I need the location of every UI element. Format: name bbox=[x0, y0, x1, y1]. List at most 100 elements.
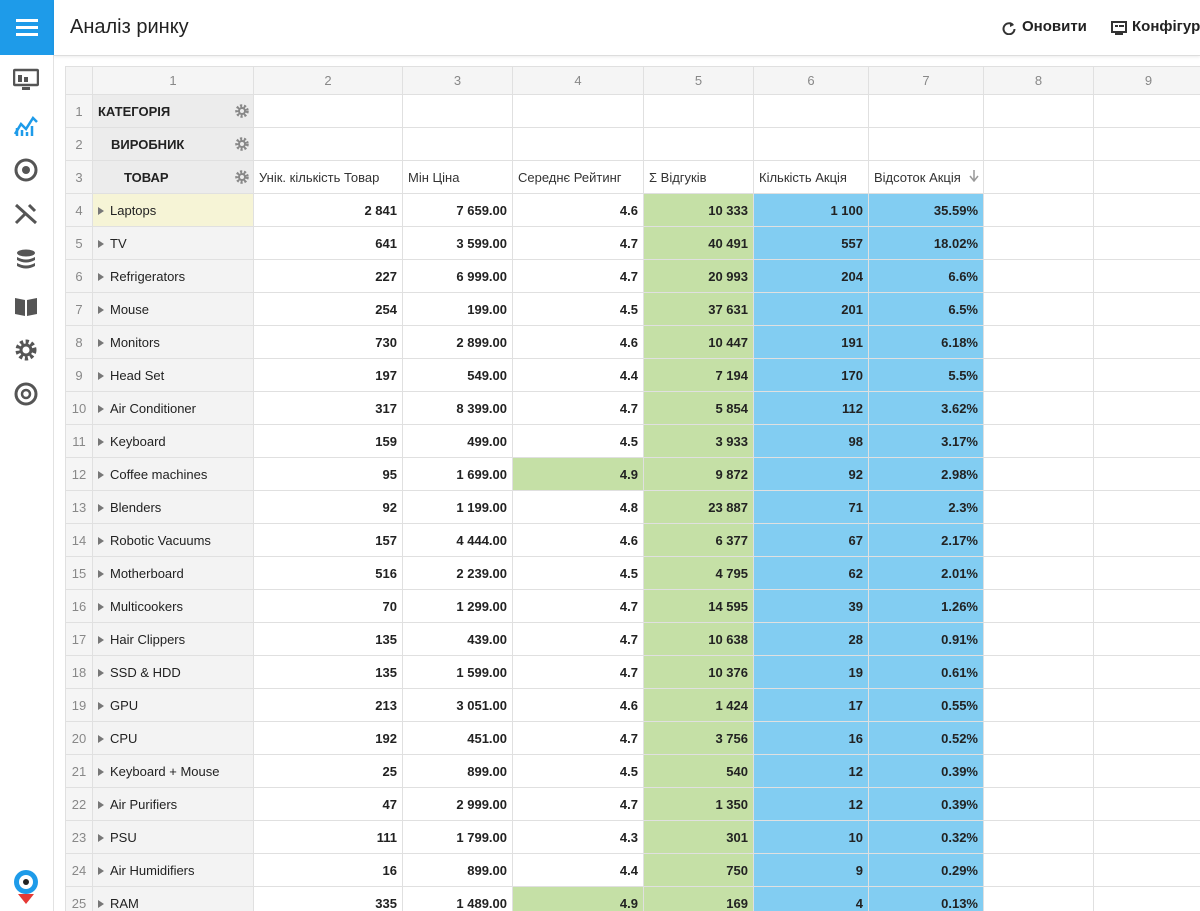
row-field-label[interactable]: ВИРОБНИК bbox=[111, 136, 185, 152]
expand-toggle[interactable] bbox=[98, 305, 104, 314]
analytics-icon[interactable] bbox=[13, 114, 39, 138]
measure-label[interactable]: Кількість Акція bbox=[759, 169, 847, 185]
row-label[interactable]: Motherboard bbox=[92, 556, 254, 590]
row-field[interactable]: ВИРОБНИК bbox=[92, 127, 254, 161]
sort-icon[interactable] bbox=[969, 169, 979, 182]
row-label-text[interactable]: SSD & HDD bbox=[110, 664, 181, 680]
expand-toggle[interactable] bbox=[98, 668, 104, 677]
expand-toggle[interactable] bbox=[98, 833, 104, 842]
expand-toggle[interactable] bbox=[98, 800, 104, 809]
expand-toggle[interactable] bbox=[98, 470, 104, 479]
row-label[interactable]: TV bbox=[92, 226, 254, 260]
measure-header[interactable]: Кількість Акція bbox=[753, 160, 869, 194]
measure-header[interactable]: Σ Відгуків bbox=[643, 160, 754, 194]
row-label-text[interactable]: Coffee machines bbox=[110, 466, 208, 482]
row-label[interactable]: Keyboard + Mouse bbox=[92, 754, 254, 788]
tools-icon[interactable] bbox=[13, 202, 39, 226]
expand-toggle[interactable] bbox=[98, 536, 104, 545]
row-label[interactable]: CPU bbox=[92, 721, 254, 755]
expand-toggle[interactable] bbox=[98, 503, 104, 512]
expand-toggle[interactable] bbox=[98, 635, 104, 644]
dashboard-icon[interactable] bbox=[13, 68, 39, 92]
row-label-text[interactable]: Head Set bbox=[110, 367, 165, 383]
measure-label[interactable]: Мін Ціна bbox=[408, 169, 460, 185]
measure-header[interactable]: Відсоток Акція bbox=[868, 160, 984, 194]
row-label-text[interactable]: Robotic Vacuums bbox=[110, 532, 211, 548]
row-label[interactable]: Air Humidifiers bbox=[92, 853, 254, 887]
row-label[interactable]: Hair Clippers bbox=[92, 622, 254, 656]
row-label[interactable]: Laptops bbox=[92, 193, 254, 227]
expand-toggle[interactable] bbox=[98, 602, 104, 611]
row-label[interactable]: Coffee machines bbox=[92, 457, 254, 491]
expand-toggle[interactable] bbox=[98, 239, 104, 248]
row-label-text[interactable]: Mouse bbox=[110, 301, 150, 317]
measure-label[interactable]: Σ Відгуків bbox=[649, 169, 707, 185]
row-label-text[interactable]: Air Humidifiers bbox=[110, 862, 195, 878]
expand-toggle[interactable] bbox=[98, 206, 104, 215]
expand-toggle[interactable] bbox=[98, 338, 104, 347]
row-label[interactable]: Blenders bbox=[92, 490, 254, 524]
row-label-text[interactable]: PSU bbox=[110, 829, 137, 845]
docs-icon[interactable] bbox=[13, 294, 39, 318]
measure-label[interactable]: Унік. кількість Товар bbox=[259, 169, 380, 185]
row-label[interactable]: GPU bbox=[92, 688, 254, 722]
row-label[interactable]: Air Conditioner bbox=[92, 391, 254, 425]
value-cell: 6.6% bbox=[868, 259, 984, 293]
row-label[interactable]: SSD & HDD bbox=[92, 655, 254, 689]
expand-toggle[interactable] bbox=[98, 734, 104, 743]
row-label-text[interactable]: Blenders bbox=[110, 499, 162, 515]
row-label-text[interactable]: Keyboard + Mouse bbox=[110, 763, 220, 779]
expand-toggle[interactable] bbox=[98, 272, 104, 281]
row-label[interactable]: RAM bbox=[92, 886, 254, 911]
row-label-text[interactable]: RAM bbox=[110, 895, 139, 911]
row-field-label[interactable]: КАТЕГОРІЯ bbox=[98, 103, 171, 119]
row-label-text[interactable]: Air Purifiers bbox=[110, 796, 178, 812]
expand-toggle[interactable] bbox=[98, 866, 104, 875]
expand-toggle[interactable] bbox=[98, 569, 104, 578]
gear-icon[interactable] bbox=[235, 104, 249, 118]
config-button[interactable]: Конфігур bbox=[1132, 18, 1200, 35]
row-label[interactable]: Keyboard bbox=[92, 424, 254, 458]
settings-icon[interactable] bbox=[13, 338, 39, 362]
row-label-text[interactable]: Motherboard bbox=[110, 565, 184, 581]
chart-icon[interactable] bbox=[13, 158, 39, 182]
database-icon[interactable] bbox=[13, 248, 39, 272]
expand-toggle[interactable] bbox=[98, 437, 104, 446]
row-label-text[interactable]: CPU bbox=[110, 730, 138, 746]
row-label[interactable]: Refrigerators bbox=[92, 259, 254, 293]
gear-icon[interactable] bbox=[235, 137, 249, 151]
row-label-text[interactable]: GPU bbox=[110, 697, 139, 713]
measure-header[interactable]: Середнє Рейтинг bbox=[512, 160, 644, 194]
row-label[interactable]: Air Purifiers bbox=[92, 787, 254, 821]
measure-header[interactable]: Мін Ціна bbox=[402, 160, 513, 194]
row-label[interactable]: Monitors bbox=[92, 325, 254, 359]
row-label-text[interactable]: Monitors bbox=[110, 334, 160, 350]
help-icon[interactable] bbox=[13, 382, 39, 406]
row-label[interactable]: Multicookers bbox=[92, 589, 254, 623]
row-label-text[interactable]: Keyboard bbox=[110, 433, 166, 449]
gear-icon[interactable] bbox=[235, 170, 249, 184]
expand-toggle[interactable] bbox=[98, 404, 104, 413]
measure-label[interactable]: Відсоток Акція bbox=[874, 169, 961, 185]
row-label-text[interactable]: Air Conditioner bbox=[110, 400, 196, 416]
expand-toggle[interactable] bbox=[98, 767, 104, 776]
expand-toggle[interactable] bbox=[98, 701, 104, 710]
row-label-text[interactable]: Multicookers bbox=[110, 598, 183, 614]
row-label-text[interactable]: TV bbox=[110, 235, 127, 251]
row-field[interactable]: ТОВАР bbox=[92, 160, 254, 194]
row-label-text[interactable]: Hair Clippers bbox=[110, 631, 186, 647]
row-label-text[interactable]: Laptops bbox=[110, 202, 157, 218]
measure-header[interactable]: Унік. кількість Товар bbox=[253, 160, 403, 194]
row-label[interactable]: Robotic Vacuums bbox=[92, 523, 254, 557]
row-label[interactable]: Head Set bbox=[92, 358, 254, 392]
row-label-text[interactable]: Refrigerators bbox=[110, 268, 186, 284]
menu-button[interactable] bbox=[0, 0, 54, 55]
row-label[interactable]: Mouse bbox=[92, 292, 254, 326]
row-field[interactable]: КАТЕГОРІЯ bbox=[92, 94, 254, 128]
refresh-button[interactable]: Оновити bbox=[1022, 18, 1087, 35]
measure-label[interactable]: Середнє Рейтинг bbox=[518, 169, 622, 185]
row-field-label[interactable]: ТОВАР bbox=[124, 169, 169, 185]
row-label[interactable]: PSU bbox=[92, 820, 254, 854]
expand-toggle[interactable] bbox=[98, 899, 104, 908]
expand-toggle[interactable] bbox=[98, 371, 104, 380]
